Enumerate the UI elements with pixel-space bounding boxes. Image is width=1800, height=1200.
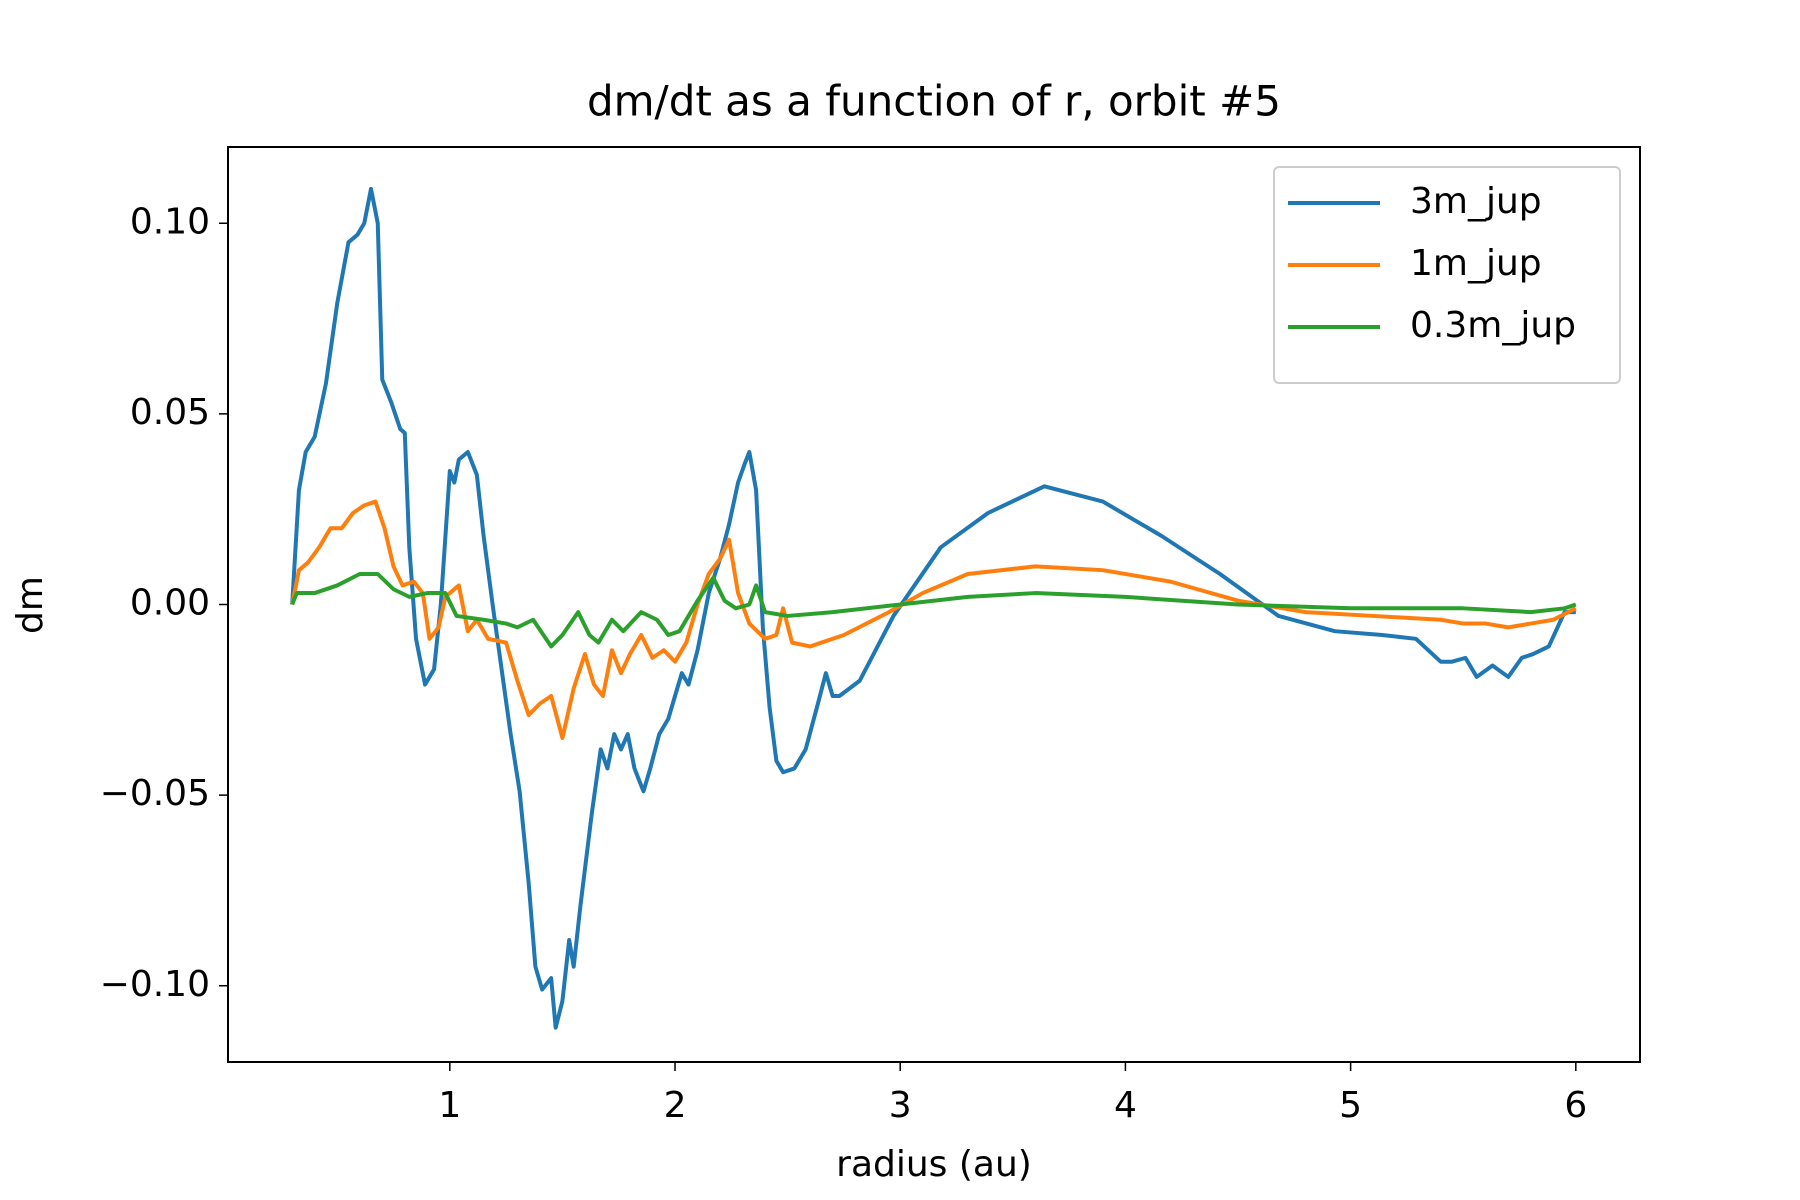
chart-title: dm/dt as a function of r, orbit #5 [587,77,1281,126]
x-tick-label: 3 [889,1085,912,1126]
data-line [290,186,1576,1030]
x-tick-label: 6 [1564,1085,1587,1126]
x-axis-label: radius (au) [836,1144,1032,1185]
data-line [290,572,1577,649]
plot-frame [227,146,1641,1063]
x-tick-label: 1 [438,1085,461,1126]
y-tick-label: −0.10 [100,964,210,1005]
y-tick-label: 0.00 [130,583,210,624]
y-axis-label: dm [10,576,51,634]
y-tick-label: 0.05 [130,392,210,433]
legend-label: 3m_jup [1410,181,1542,222]
legend-label: 1m_jup [1410,243,1542,284]
x-tick-label: 4 [1114,1085,1137,1126]
x-tick-label: 5 [1339,1085,1362,1126]
x-tick-label: 2 [664,1085,687,1126]
data-line [290,499,1577,740]
y-tick-label: −0.05 [100,773,210,814]
y-tick-label: 0.10 [130,201,210,242]
legend-label: 0.3m_jup [1410,305,1576,346]
